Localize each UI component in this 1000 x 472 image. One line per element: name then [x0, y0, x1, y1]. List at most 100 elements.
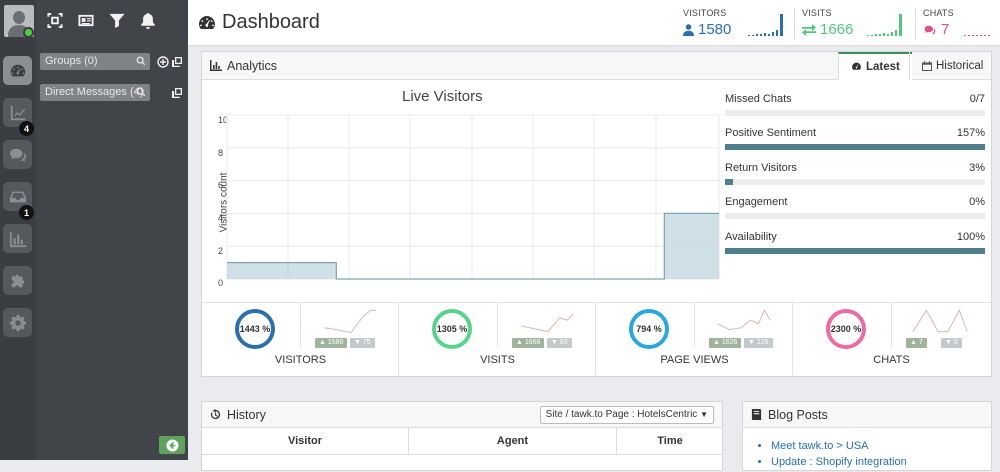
metric-value: 0%: [969, 196, 985, 208]
direct-messages-search-input[interactable]: Direct Messages (4): [40, 84, 150, 101]
history-icon: [210, 409, 221, 420]
metric-label: Missed Chats: [725, 93, 792, 105]
blog-list: Meet tawk.to > USA Update : Shopify inte…: [771, 440, 907, 472]
settings-nav-button[interactable]: [3, 308, 32, 337]
metric-value: 100%: [956, 231, 985, 243]
kpi-card: 1305 % ▲ 1666 ▼ 83 VISITS: [399, 303, 596, 375]
gear-icon: [9, 314, 26, 331]
tab-label: Historical: [936, 60, 984, 72]
stat-value: 7: [941, 21, 950, 38]
kpi-up: 7: [918, 339, 923, 346]
comments-icon: [924, 25, 936, 34]
kpi-sparkline: [520, 313, 574, 333]
search-icon[interactable]: [136, 87, 146, 97]
blog-link[interactable]: Update : Shopify integration: [771, 456, 907, 468]
collapse-panel-button[interactable]: [159, 436, 185, 454]
comments-icon: [9, 148, 26, 162]
kpi-down: 126: [756, 339, 769, 346]
kpi-percent-circle: 1305 %: [432, 309, 472, 349]
metric-bar: [725, 248, 985, 254]
kpi-down: 83: [559, 339, 568, 346]
kpi-down-pill: ▼ 75: [350, 338, 375, 348]
live-visitors-line: [227, 212, 719, 280]
tab-label: Latest: [866, 60, 900, 73]
bar-chart-icon: [9, 231, 26, 247]
chats-stat: CHATS 7: [915, 8, 1000, 40]
reports-nav-button[interactable]: [3, 224, 32, 253]
stat-label: VISITS: [802, 8, 832, 18]
kpi-up-pill: ▲ 1626: [709, 338, 742, 348]
column-header-agent[interactable]: Agent: [409, 428, 617, 454]
kpi-name: PAGE VIEWS: [660, 354, 729, 366]
y-tick: 6: [218, 180, 224, 190]
dashboard-icon: [10, 64, 25, 76]
addons-nav-button[interactable]: [3, 266, 32, 295]
blog-link[interactable]: Meet tawk.to > USA: [771, 440, 907, 452]
groups-label: Groups (0): [45, 55, 98, 67]
visits-sparkline: [867, 14, 902, 36]
chats-sparkline: [964, 35, 990, 36]
metric-item: Missed Chats 0/7: [725, 93, 985, 116]
search-icon[interactable]: [136, 56, 146, 66]
contact-card-icon[interactable]: [77, 12, 95, 29]
y-tick: 10: [218, 115, 229, 125]
tab-latest[interactable]: Latest: [838, 52, 912, 80]
kpi-up-pill: ▲ 1666: [512, 338, 545, 348]
kpi-percent-circle: 2300 %: [826, 309, 866, 349]
kpi-down-pill: ▼ 83: [547, 338, 572, 348]
bell-icon[interactable]: [139, 12, 157, 29]
kpi-up: 1580: [327, 339, 344, 346]
inbox-badge: 1: [19, 205, 34, 220]
history-panel: History Site / tawk.to Page : HotelsCent…: [201, 401, 723, 471]
metric-label: Positive Sentiment: [725, 127, 817, 139]
kpi-card: 2300 % ▲ 7 ▼ 0 CHATS: [793, 303, 990, 375]
user-icon: [683, 23, 694, 36]
popout-icon[interactable]: [171, 87, 183, 99]
popout-icon[interactable]: [171, 56, 183, 68]
metric-label: Availability: [725, 231, 777, 243]
metric-label: Return Visitors: [725, 162, 797, 174]
metric-bar-fill: [725, 248, 985, 254]
stat-value: 1580: [698, 21, 732, 38]
metric-bar: [725, 110, 985, 116]
kpi-name: CHATS: [873, 354, 910, 366]
kpi-down-pill: ▼ 126: [744, 338, 773, 348]
metric-value: 157%: [956, 127, 985, 139]
kpi-down-pill: ▼ 0: [941, 338, 962, 348]
column-header-visitor[interactable]: Visitor: [202, 428, 409, 454]
caret-down-icon: ▼: [700, 410, 708, 419]
bar-chart-icon: [210, 60, 222, 71]
book-icon: [751, 409, 762, 420]
metric-item: Positive Sentiment 157%: [725, 127, 985, 150]
kpi-percent: 1305 %: [436, 324, 468, 334]
dashboard-nav-button[interactable]: [3, 56, 32, 85]
arrow-left-circle-icon: [166, 439, 178, 451]
groups-search-input[interactable]: Groups (0): [40, 53, 150, 70]
kpi-percent: 2300 %: [830, 324, 862, 334]
kpi-down: 75: [362, 339, 371, 346]
column-header-time[interactable]: Time: [657, 435, 683, 447]
trend-chart-icon: [10, 105, 25, 120]
blog-panel: Blog Posts Meet tawk.to > USA Update : S…: [742, 401, 992, 471]
kpi-sparkline: [323, 309, 377, 334]
screen-capture-icon[interactable]: [46, 12, 64, 29]
kpi-percent-circle: 1443 %: [235, 309, 275, 349]
live-visitors-chart: [226, 114, 720, 280]
filter-icon[interactable]: [108, 12, 126, 29]
page-title: Dashboard: [222, 11, 320, 33]
site-filter-dropdown[interactable]: Site / tawk.to Page : HotelsCentric ▼: [539, 406, 714, 424]
history-header: History Site / tawk.to Page : HotelsCent…: [202, 402, 722, 428]
visitors-stat: VISITORS 1580: [676, 8, 783, 40]
chats-nav-button[interactable]: [3, 140, 32, 169]
history-title: History: [227, 408, 266, 422]
online-status-icon[interactable]: [23, 27, 34, 38]
y-tick: 4: [218, 213, 224, 223]
metric-item: Availability 100%: [725, 231, 985, 254]
analytics-title: Analytics: [227, 59, 278, 73]
dashboard-icon: [852, 62, 861, 70]
blog-title: Blog Posts: [768, 408, 828, 422]
inbox-icon: [9, 191, 26, 202]
add-group-icon[interactable]: [157, 56, 169, 68]
kpi-percent-circle: 794 %: [629, 309, 669, 349]
tab-historical[interactable]: Historical: [909, 52, 995, 80]
